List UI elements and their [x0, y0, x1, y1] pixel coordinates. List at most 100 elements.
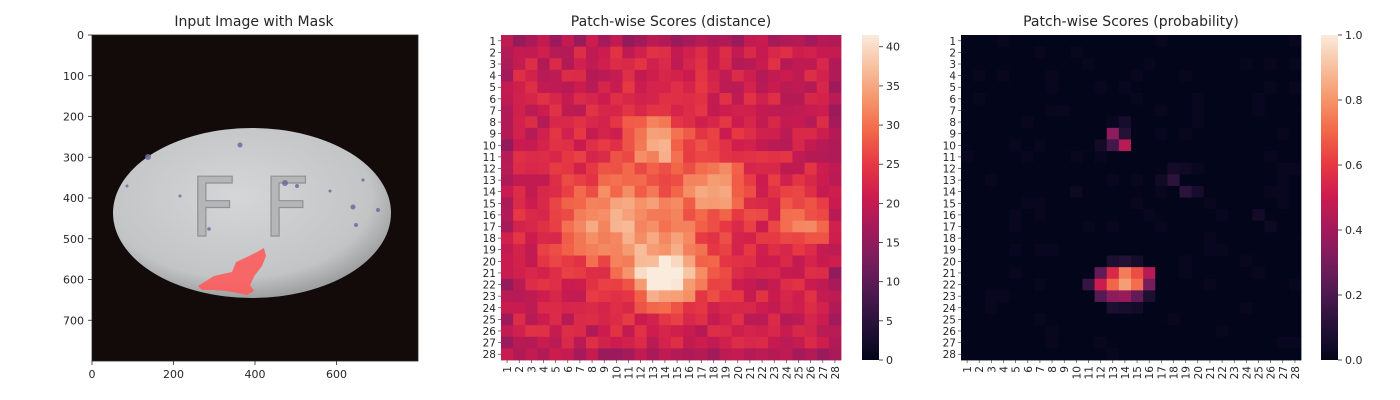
heatmap-cell [1106, 69, 1120, 82]
heatmap-cell [1058, 35, 1071, 48]
heatmap-cell [573, 69, 587, 82]
heatmap-cell [973, 69, 986, 82]
heatmap-cell [695, 93, 708, 106]
heatmap-cell [1155, 348, 1168, 361]
heatmap-cell [1033, 336, 1047, 349]
heatmap-xtick-label: 11 [624, 366, 636, 379]
heatmap-cell [573, 220, 587, 233]
heatmap-cell [804, 348, 818, 361]
heatmap-cell [768, 301, 781, 314]
heatmap-cell [501, 35, 514, 48]
heatmap-cell [780, 336, 793, 349]
heatmap-cell [1276, 116, 1290, 129]
heatmap-cell [695, 174, 708, 187]
heatmap-cell [1009, 313, 1023, 326]
heatmap-cell [1131, 336, 1144, 349]
heatmap-cell [1240, 174, 1253, 187]
heatmap-cell [1058, 220, 1071, 233]
heatmap-ytick-label: 6 [949, 94, 956, 106]
heatmap-ytick-label: 2 [489, 47, 496, 59]
heatmap-cell [549, 69, 563, 82]
heatmap-xtick-label: 19 [1181, 366, 1193, 379]
heatmap-cell [561, 243, 575, 256]
heatmap-cell [985, 290, 998, 303]
heatmap-cell [768, 313, 781, 326]
heatmap-cell [707, 336, 720, 349]
heatmap-cell [1240, 35, 1253, 48]
heatmap-cell [1191, 174, 1205, 187]
heatmap-cell [997, 93, 1010, 106]
heatmap-cell [1058, 139, 1071, 152]
heatmap-cell [828, 278, 842, 291]
heatmap-cell [1082, 325, 1095, 338]
heatmap-cell [1094, 116, 1108, 129]
heatmap-cell [1143, 162, 1156, 175]
heatmap-cell [1058, 162, 1071, 175]
heatmap-cell [1264, 313, 1278, 326]
heatmap-cell [780, 93, 793, 106]
heatmap-cell [1167, 232, 1180, 245]
heatmap-cell [719, 336, 733, 349]
heatmap-cell [1216, 93, 1229, 106]
heatmap-cell [1252, 348, 1265, 361]
heatmap-cell [1021, 69, 1035, 82]
heatmap-ytick-label: 27 [943, 338, 956, 350]
heatmap-cell [1252, 325, 1265, 338]
heatmap-cell [586, 290, 599, 303]
heatmap-xtick-label: 18 [1169, 366, 1181, 379]
heatmap-cell [513, 278, 526, 291]
heatmap-cell [537, 139, 550, 152]
heatmap-cell [573, 104, 587, 117]
heatmap-ytick-label: 22 [483, 280, 496, 292]
heatmap-cell [719, 267, 733, 280]
heatmap-cell [1033, 116, 1047, 129]
heatmap-cell [731, 162, 745, 175]
heatmap-cell [1240, 139, 1253, 152]
heatmap-cell [1264, 81, 1278, 94]
heatmap-cell [1118, 232, 1132, 245]
heatmap-cell [1094, 348, 1108, 361]
heatmap-cell [671, 232, 684, 245]
heatmap-cell [1155, 220, 1168, 233]
heatmap-cell [1155, 151, 1168, 164]
heatmap-cell [1240, 58, 1253, 71]
heatmap-cell [707, 185, 720, 198]
heatmap-cell [756, 139, 769, 152]
heatmap-cell [1288, 162, 1302, 175]
heatmap-cell [1288, 220, 1302, 233]
heatmap-cell [1143, 243, 1156, 256]
heatmap-cell [1009, 243, 1023, 256]
colorbar-tick-label: 0.4 [1345, 224, 1363, 237]
heatmap-cell [804, 290, 818, 303]
heatmap-cell [525, 220, 538, 233]
heatmap-cell [768, 232, 781, 245]
heatmap-cell [1288, 93, 1302, 106]
image-xtick-label: 600 [326, 368, 347, 381]
heatmap-xtick-label: 10 [611, 366, 623, 379]
heatmap-cell [549, 162, 563, 175]
heatmap-cell [586, 255, 599, 268]
heatmap-cell [610, 290, 623, 303]
heatmap-ytick-label: 13 [943, 175, 956, 187]
heatmap-cell [756, 69, 769, 82]
heatmap-cell [1033, 46, 1047, 59]
heatmap-cell [549, 174, 563, 187]
heatmap-cell [1179, 46, 1193, 59]
heatmap-cell [1070, 69, 1083, 82]
heatmap-cell [598, 325, 611, 338]
heatmap-cell [1009, 185, 1023, 198]
heatmap-cell [961, 185, 974, 198]
heatmap-cell [695, 35, 708, 48]
heatmap-cell [573, 290, 587, 303]
image-ytick-label: 200 [63, 111, 84, 124]
heatmap-cell [1131, 93, 1144, 106]
heatmap-cell [1252, 278, 1265, 291]
heatmap-xtick-label: 3 [986, 366, 998, 373]
heatmap-cell [1203, 116, 1217, 129]
heatmap-cell [586, 127, 599, 140]
heatmap-cell [1240, 69, 1253, 82]
heatmap-ytick-label: 1 [949, 36, 956, 48]
heatmap-cell [1046, 162, 1059, 175]
heatmap-cell [549, 267, 563, 280]
heatmap-cell [1155, 174, 1168, 187]
